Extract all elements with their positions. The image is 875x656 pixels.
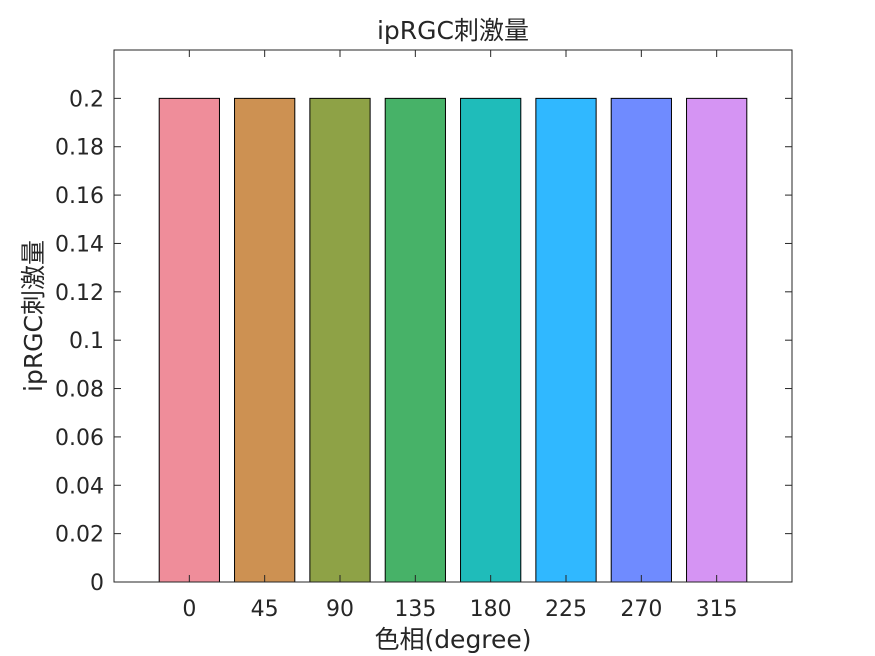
x-tick-label: 90 — [326, 597, 354, 622]
x-tick-label: 315 — [696, 597, 738, 622]
y-tick-label: 0.06 — [55, 426, 104, 451]
bar-90 — [309, 97, 371, 583]
bar-45 — [234, 97, 296, 583]
x-tick-label: 225 — [545, 597, 587, 622]
x-tick-label: 45 — [251, 597, 279, 622]
bar-135 — [384, 97, 446, 583]
x-tick-label: 0 — [182, 597, 196, 622]
y-tick-label: 0.08 — [55, 378, 104, 403]
y-ticks-group: 0 0.02 0.04 0.06 0.08 0.1 0.12 0.14 0.16 0.18 0.2 — [55, 87, 792, 596]
x-tick-label: 180 — [470, 597, 512, 622]
y-tick-label: 0.12 — [55, 281, 104, 306]
x-tick-label: 270 — [620, 597, 662, 622]
plot-area — [114, 50, 792, 582]
axes-box — [113, 49, 793, 583]
y-tick-label: 0.18 — [55, 136, 104, 161]
y-tick-label: 0 — [90, 571, 104, 596]
bar-180 — [460, 97, 522, 583]
y-tick-label: 0.04 — [55, 474, 104, 499]
bar-315 — [686, 97, 748, 583]
bar-0 — [158, 97, 220, 583]
y-axis-label: ipRGC刺激量 — [19, 240, 48, 392]
x-ticks-group: 0 45 90 135 180 225 270 315 — [182, 50, 738, 622]
bar-225 — [535, 97, 597, 583]
x-axis-label: 色相(degree) — [374, 625, 531, 654]
y-tick-label: 0.16 — [55, 184, 104, 209]
y-tick-label: 0.02 — [55, 523, 104, 548]
bars-group — [158, 97, 748, 583]
y-tick-label: 0.1 — [69, 329, 104, 354]
bar-270 — [610, 97, 672, 583]
chart-title: ipRGC刺激量 — [377, 16, 529, 45]
x-tick-label: 135 — [394, 597, 436, 622]
y-tick-label: 0.2 — [69, 87, 104, 112]
y-tick-label: 0.14 — [55, 232, 104, 257]
